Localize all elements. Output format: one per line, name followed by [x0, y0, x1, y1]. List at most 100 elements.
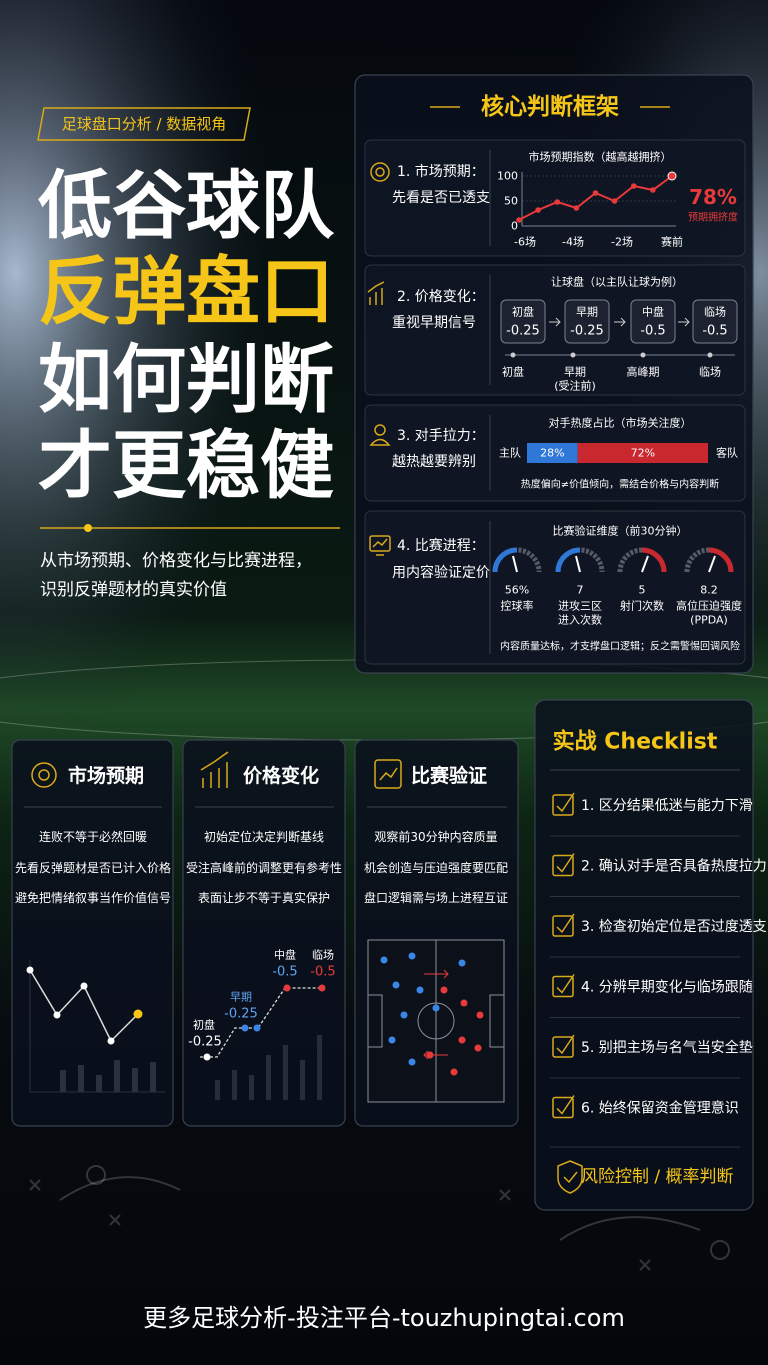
card-line: 避免把情绪叙事当作价值信号	[15, 890, 171, 905]
gauge-arc	[492, 547, 518, 573]
decoration	[640, 352, 646, 358]
index-point	[650, 187, 656, 193]
decoration	[678, 317, 690, 327]
decoration	[200, 751, 229, 788]
checklist-panel	[534, 699, 754, 1211]
decoration	[380, 952, 466, 1066]
decoration	[417, 1002, 455, 1040]
item-label: 1. 市场预期：	[397, 163, 485, 180]
shield-icon	[557, 1160, 583, 1194]
decoration	[367, 940, 505, 1102]
decoration	[60, 1060, 156, 1092]
decoration	[707, 352, 713, 358]
checkbox	[552, 915, 574, 937]
item-panel	[364, 139, 746, 257]
decoration	[107, 1037, 115, 1045]
decoration	[614, 317, 626, 327]
decoration	[549, 317, 561, 327]
tag-box	[37, 107, 251, 141]
decoration	[318, 984, 326, 992]
y-tick-label: 0	[511, 220, 518, 233]
decoration	[374, 759, 402, 789]
decoration	[400, 1011, 408, 1019]
card-title: 比赛验证	[411, 764, 487, 787]
gauge-needle	[641, 555, 649, 573]
decoration	[367, 994, 383, 1048]
decoration	[630, 299, 676, 344]
chart-title: 让球盘（以主队让球为例）	[551, 275, 683, 289]
card-icons	[31, 751, 402, 789]
home-share	[527, 443, 578, 463]
checklist-item: 5. 别把主场与名气当安全垫	[581, 1039, 753, 1056]
decoration	[476, 1011, 484, 1019]
card-title: 市场预期	[68, 764, 144, 787]
item-label: 3. 对手拉力：	[397, 428, 485, 444]
box-value: -0.5	[702, 324, 727, 339]
card	[11, 739, 174, 1127]
title-line: 反弹盘口	[38, 249, 334, 335]
gauge-label: 射门次数	[620, 599, 664, 613]
decoration	[215, 1035, 322, 1100]
gauge-label: 进攻三区	[558, 599, 602, 613]
index-point	[573, 205, 580, 211]
gauge-needle	[512, 555, 518, 573]
point-value: -0.25	[224, 1007, 258, 1022]
decoration	[564, 299, 610, 344]
decoration	[31, 762, 57, 788]
decoration	[26, 966, 34, 974]
point-value: -0.25	[188, 1035, 222, 1050]
decoration	[370, 162, 390, 182]
card-chart	[26, 960, 165, 1093]
item-desc: 用内容验证定价	[392, 564, 490, 581]
index-point	[554, 199, 561, 205]
decoration	[38, 769, 50, 781]
away-share	[577, 443, 708, 463]
arrows	[549, 317, 690, 327]
checkbox	[552, 975, 574, 998]
checklist-title: 实战 Checklist	[553, 729, 718, 755]
point-value: -0.5	[272, 965, 297, 980]
decoration	[424, 969, 449, 979]
gauge-needle	[575, 555, 581, 573]
decoration	[232, 1070, 237, 1100]
item-desc: 重视早期信号	[392, 315, 476, 331]
point-value: -0.5	[310, 965, 335, 980]
decoration	[375, 167, 385, 177]
home-label: 主队	[499, 446, 521, 460]
decoration	[426, 986, 484, 1076]
checklist-item: 2. 确认对手是否具备热度拉力	[581, 858, 767, 875]
y-tick-label: 50	[504, 195, 518, 208]
card-line: 盘口逻辑需与场上进程互证	[364, 890, 508, 905]
card	[182, 739, 346, 1127]
decoration	[132, 1068, 138, 1092]
checkbox	[552, 854, 574, 877]
gauge-value: 56%	[505, 584, 529, 597]
index-point	[667, 171, 677, 181]
x-label: 赛前	[661, 235, 683, 249]
odds-boxes	[500, 299, 738, 344]
market-chart: 0 50 100	[497, 170, 677, 233]
box-name: 初盘	[512, 305, 534, 319]
decoration	[283, 1045, 288, 1100]
gauge-label: (PPDA)	[690, 614, 728, 627]
decoration	[203, 1053, 211, 1061]
y-tick-label: 100	[497, 170, 518, 183]
decoration	[379, 767, 398, 781]
timeline-label: 早期	[564, 366, 586, 379]
checklist-footer: 风险控制 / 概率判断	[581, 1167, 734, 1187]
index-point	[535, 207, 541, 213]
item-panel	[364, 264, 746, 396]
framework-title: 核心判断框架	[481, 93, 619, 120]
gauge-label: 控球率	[501, 599, 534, 613]
decoration	[460, 999, 468, 1007]
checklist-item: 1. 区分结果低迷与能力下滑	[581, 797, 753, 814]
checkmark	[556, 974, 575, 994]
highlight-note: 预期拥挤度	[688, 211, 738, 224]
timeline-label: 高峰期	[627, 365, 660, 379]
point-name: 初盘	[193, 1018, 215, 1032]
decoration	[29, 1176, 181, 1226]
gauge-label: 高位压迫强度	[676, 599, 742, 613]
point-name: 中盘	[274, 948, 296, 962]
card-line: 初始定位决定判断基线	[204, 829, 324, 844]
